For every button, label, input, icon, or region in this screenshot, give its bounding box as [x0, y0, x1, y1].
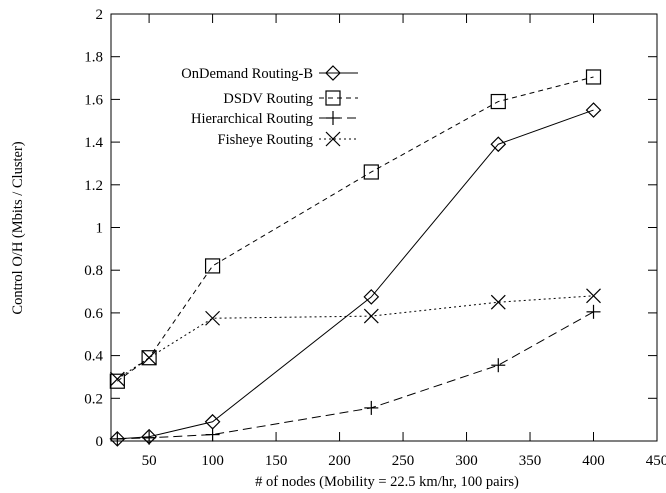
legend-marker-diamond	[325, 65, 341, 81]
data-point-plus	[586, 304, 601, 319]
y-tick-label: 0.6	[84, 306, 103, 322]
legend-entry: DSDV Routing	[223, 90, 358, 107]
data-point-square	[363, 164, 379, 180]
y-tick-label: 1.2	[84, 178, 103, 194]
legend-marker-plus	[326, 111, 340, 125]
data-point-square	[141, 350, 157, 366]
data-point-square	[585, 69, 602, 85]
tick-marks	[111, 13, 658, 442]
legend-label: OnDemand Routing-B	[181, 66, 313, 82]
data-point-cross	[490, 294, 506, 310]
x-tick-label: 300	[455, 453, 478, 469]
y-tick-label: 1	[96, 221, 104, 237]
y-tick-label: 2	[96, 7, 104, 23]
data-point-plus	[110, 431, 125, 446]
legend-label: DSDV Routing	[223, 91, 313, 107]
y-tick-label: 0.8	[84, 263, 103, 279]
series-line-square	[117, 76, 594, 382]
data-point-cross	[363, 308, 379, 324]
x-tick-label: 450	[646, 453, 666, 469]
data-point-square	[490, 93, 506, 110]
y-tick-label: 0	[96, 434, 104, 450]
y-tick-label: 0.4	[84, 349, 103, 365]
x-tick-label: 200	[328, 453, 351, 469]
series-lines	[117, 76, 594, 440]
x-tick-label: 150	[265, 453, 288, 469]
data-point-diamond	[585, 102, 602, 118]
data-point-square	[204, 258, 221, 274]
legend-marker-square	[325, 90, 341, 106]
data-point-plus	[205, 427, 220, 442]
y-axis-label: Control O/H (Mbits / Cluster)	[10, 141, 26, 314]
data-point-diamond	[490, 136, 507, 153]
data-point-square	[109, 373, 125, 389]
legend-label: Hierarchical Routing	[191, 111, 313, 127]
data-point-cross	[586, 288, 601, 304]
series-line-plus	[117, 311, 594, 440]
x-tick-label: 350	[519, 453, 542, 469]
legend-entry: Fisheye Routing	[218, 131, 358, 148]
x-tick-label: 250	[392, 453, 415, 469]
series-line-cross	[117, 295, 594, 380]
series-line-diamond	[117, 109, 594, 440]
series-markers	[109, 69, 602, 447]
x-tick-labels: 50 100 150 200 250 300 350 400 450	[142, 453, 666, 469]
y-tick-label: 1.6	[84, 92, 103, 108]
x-tick-label: 50	[142, 453, 157, 469]
legend: OnDemand Routing-B DSDV Routing Hierarchic…	[181, 65, 358, 148]
data-point-cross	[141, 350, 157, 366]
x-tick-label: 100	[201, 453, 224, 469]
data-point-plus	[491, 358, 506, 373]
data-point-diamond	[363, 289, 380, 305]
y-tick-labels: 0 0.2 0.4 0.6 0.8 1 1.2 1.4 1.6 1.8 2	[84, 7, 103, 450]
data-point-plus	[364, 400, 379, 415]
data-point-plus	[142, 430, 157, 445]
data-point-cross	[109, 371, 125, 387]
data-point-cross	[205, 310, 221, 326]
y-tick-label: 1.8	[84, 50, 103, 66]
x-tick-label: 400	[582, 453, 605, 469]
y-tick-label: 1.4	[84, 135, 103, 151]
x-axis-label: # of nodes (Mobility = 22.5 km/hr, 100 p…	[255, 474, 519, 490]
y-tick-label: 0.2	[84, 391, 103, 407]
legend-label: Fisheye Routing	[218, 132, 313, 148]
legend-marker-cross	[325, 131, 341, 147]
legend-entry: Hierarchical Routing	[191, 111, 358, 127]
legend-entry: OnDemand Routing-B	[181, 65, 358, 82]
